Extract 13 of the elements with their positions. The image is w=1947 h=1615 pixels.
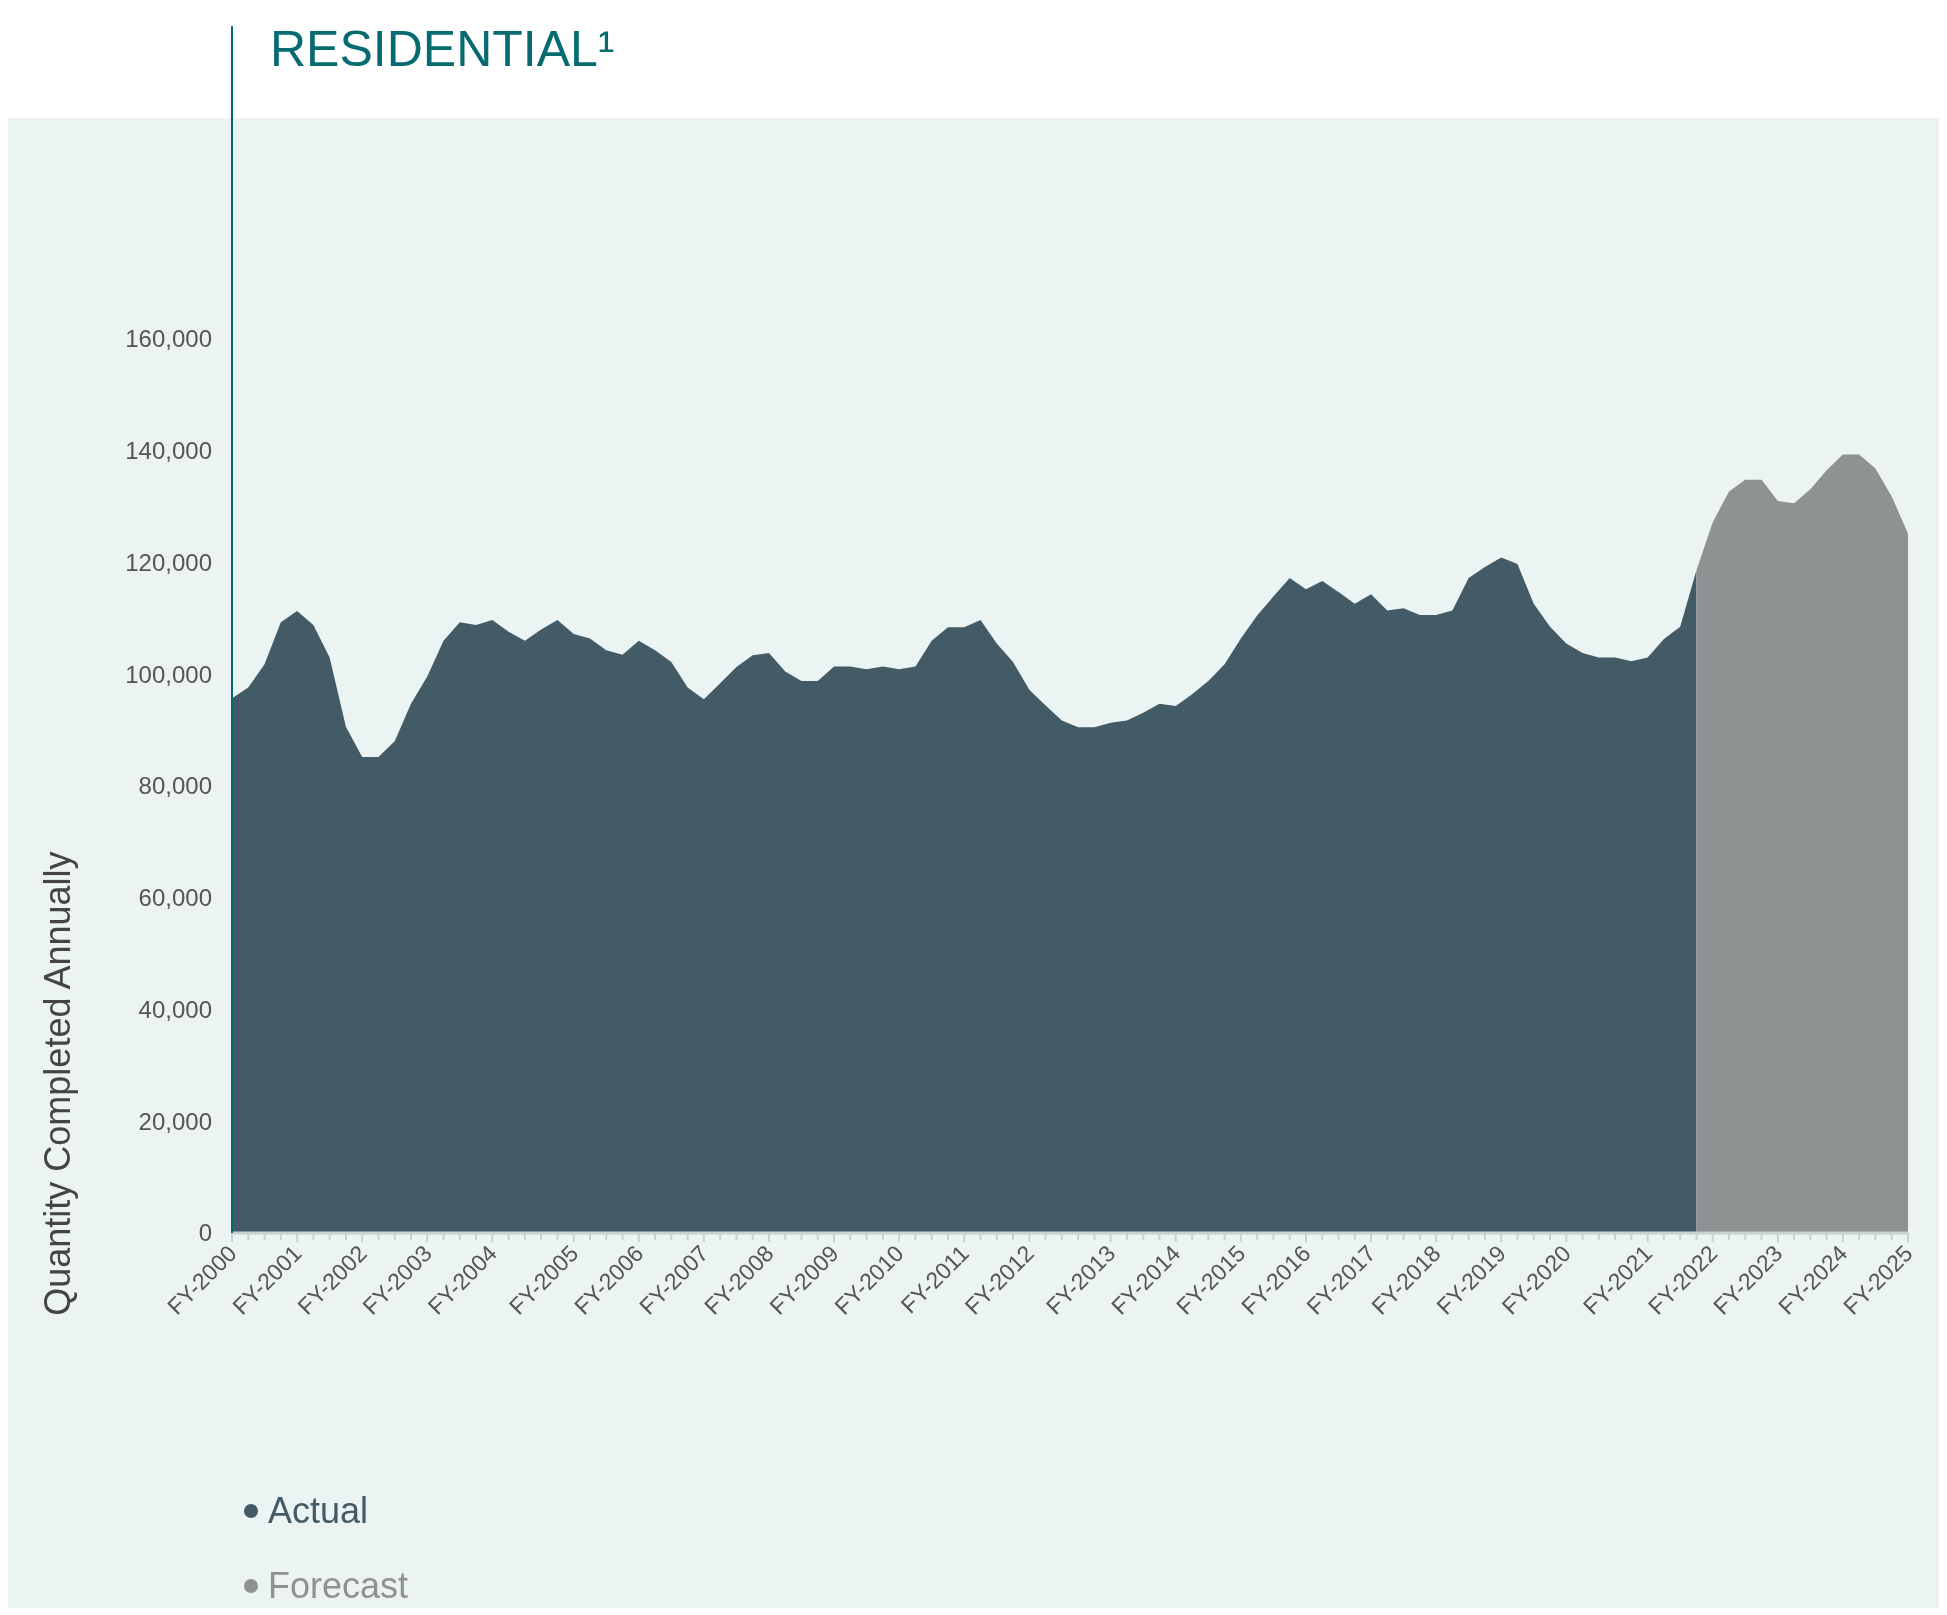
y-tick-label: 80,000 bbox=[138, 772, 212, 800]
y-tick-label: 100,000 bbox=[125, 660, 212, 688]
y-tick-label: 20,000 bbox=[138, 1107, 212, 1135]
legend-label: Forecast bbox=[268, 1565, 409, 1606]
y-tick-label: 0 bbox=[198, 1219, 212, 1247]
chart-title: RESIDENTIAL¹ bbox=[270, 21, 615, 77]
y-tick-label: 160,000 bbox=[125, 325, 212, 353]
y-tick-label: 40,000 bbox=[138, 995, 212, 1023]
y-tick-label: 60,000 bbox=[138, 884, 212, 912]
legend-label: Actual bbox=[268, 1490, 369, 1531]
y-axis-title: Quantity Completed Annually bbox=[37, 851, 78, 1316]
y-tick-label: 140,000 bbox=[125, 437, 212, 465]
y-tick-label: 120,000 bbox=[125, 548, 212, 576]
